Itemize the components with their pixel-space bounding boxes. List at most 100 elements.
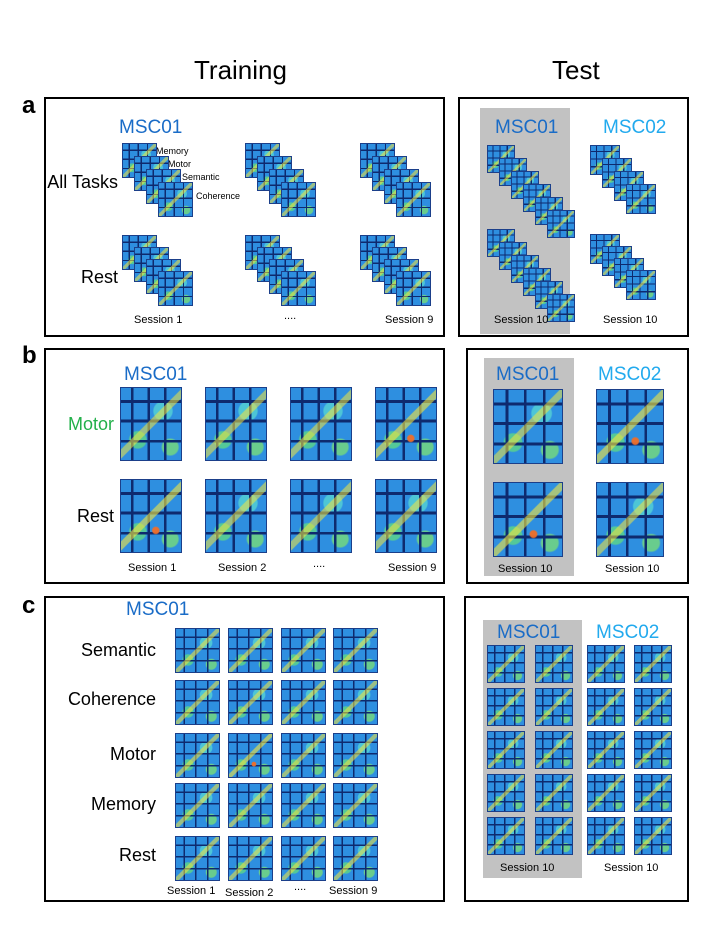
panel-b-test-msc02-motor-matrix (596, 389, 664, 464)
panel-c-test-matrix-r3-c4 (634, 731, 672, 769)
panel-c-matrix-r4-c1 (175, 783, 220, 828)
panel-c-matrix-r5-c1 (175, 836, 220, 881)
panel-a-rest-matrix-stack-1-4 (158, 271, 193, 306)
panel-c-matrix-r3-c1 (175, 733, 220, 778)
panel-b-test-subject-msc02: MSC02 (598, 364, 662, 385)
panel-c-matrix-r1-c4 (333, 628, 378, 673)
panel-c-test-matrix-r1-c4 (634, 645, 672, 683)
training-header: Training (194, 55, 287, 85)
panel-a-condition-all-tasks: All Tasks (47, 172, 118, 192)
panel-a-rest-matrix-stack-3-4 (396, 271, 431, 306)
panel-c-matrix-r3-c2 (228, 733, 273, 778)
panel-c-test-matrix-r5-c3 (587, 817, 625, 855)
panel-c-matrix-r4-c3 (281, 783, 326, 828)
panel-b-rest-matrix-1 (120, 479, 182, 553)
panel-a-task-matrix-stack-2-4 (281, 182, 316, 217)
task-label-memory: Memory (156, 146, 189, 156)
panel-label-a: a (22, 92, 36, 119)
panel-c-matrix-r2-c1 (175, 680, 220, 725)
panel-a-rest-matrix-stack-2-4 (281, 271, 316, 306)
panel-b-motor-matrix-4 (375, 387, 437, 461)
panel-b-session-1: Session 1 (128, 562, 177, 574)
panel-c-matrix-r1-c2 (228, 628, 273, 673)
panel-label-b: b (22, 342, 37, 369)
panel-a-condition-rest: Rest (80, 267, 118, 287)
panel-a-task-matrix-stack-1-4 (158, 182, 193, 217)
panel-a-training (44, 97, 445, 337)
panel-c-session-2: Session 2 (225, 887, 274, 899)
panel-a-test-msc01-task-matrix-6 (547, 210, 575, 238)
panel-c-matrix-r4-c2 (228, 783, 273, 828)
panel-c-test-session-msc02: Session 10 (604, 862, 659, 874)
panel-c-test-matrix-r5-c2 (535, 817, 573, 855)
panel-b-motor-matrix-2 (205, 387, 267, 461)
panel-b-session-ellipsis: .... (313, 558, 326, 570)
panel-b-session-9: Session 9 (388, 562, 437, 574)
panel-b-test-msc02-rest-matrix (596, 482, 664, 557)
panel-c-condition-coherence: Coherence (67, 689, 156, 709)
panel-b-motor-matrix-1 (120, 387, 182, 461)
panel-c-condition-motor: Motor (109, 744, 156, 764)
panel-c-matrix-r3-c4 (333, 733, 378, 778)
panel-c-matrix-r5-c4 (333, 836, 378, 881)
panel-a-test-subject-msc01: MSC01 (495, 117, 559, 138)
panel-a-session-1: Session 1 (134, 314, 183, 326)
panel-c-test-matrix-r1-c2 (535, 645, 573, 683)
panel-a-test-msc01-rest-matrix-6 (547, 294, 575, 322)
panel-c-test-matrix-r1-c3 (587, 645, 625, 683)
panel-c-matrix-r5-c2 (228, 836, 273, 881)
panel-b-rest-matrix-2 (205, 479, 267, 553)
panel-b-rest-matrix-4 (375, 479, 437, 553)
panel-c-test-matrix-r4-c1 (487, 774, 525, 812)
panel-c-test-subject-msc02: MSC02 (596, 622, 660, 643)
task-label-semantic: Semantic (182, 172, 220, 182)
panel-b-condition-rest: Rest (76, 506, 114, 526)
panel-c-training-subject: MSC01 (126, 599, 190, 620)
panel-c-matrix-r2-c4 (333, 680, 378, 725)
panel-b-test-subject-msc01: MSC01 (496, 364, 560, 385)
panel-a-session-ellipsis: .... (284, 310, 297, 322)
panel-b-test-msc01-rest-matrix (493, 482, 563, 557)
panel-c-test-matrix-r5-c4 (634, 817, 672, 855)
panel-c-matrix-r3-c3 (281, 733, 326, 778)
panel-c-condition-memory: Memory (90, 794, 156, 814)
panel-c-test-matrix-r4-c4 (634, 774, 672, 812)
panel-c-session-ellipsis: .... (294, 881, 307, 893)
panel-b-training-subject: MSC01 (124, 364, 188, 385)
task-label-motor: Motor (168, 159, 192, 169)
panel-b-rest-matrix-3 (290, 479, 352, 553)
panel-c-condition-semantic: Semantic (80, 640, 156, 660)
panel-c-matrix-r5-c3 (281, 836, 326, 881)
panel-a-session-9: Session 9 (385, 314, 434, 326)
panel-c-test-matrix-r3-c2 (535, 731, 573, 769)
panel-b-condition-motor: Motor (67, 414, 114, 434)
panel-a-training-subject: MSC01 (119, 117, 183, 138)
panel-c-test-matrix-r5-c1 (487, 817, 525, 855)
test-header: Test (552, 55, 600, 85)
panel-b-test-session-msc01: Session 10 (498, 563, 553, 575)
panel-c-test-matrix-r3-c3 (587, 731, 625, 769)
panel-c-test-subject-msc01: MSC01 (497, 622, 561, 643)
task-label-coherence: Coherence (196, 191, 241, 201)
panel-label-c: c (22, 592, 36, 619)
panel-c-test-matrix-r1-c1 (487, 645, 525, 683)
panel-c-test-matrix-r2-c1 (487, 688, 525, 726)
panel-c-test-matrix-r2-c4 (634, 688, 672, 726)
panel-c-session-9: Session 9 (329, 885, 378, 897)
panel-c-test-session-msc01: Session 10 (500, 862, 555, 874)
panel-b-test-session-msc02: Session 10 (605, 563, 660, 575)
panel-c-matrix-r2-c2 (228, 680, 273, 725)
panel-c-matrix-r1-c1 (175, 628, 220, 673)
panel-a-test-subject-msc02: MSC02 (603, 117, 667, 138)
panel-a-test-msc02-task-matrix-4 (626, 184, 656, 214)
panel-c-matrix-r4-c4 (333, 783, 378, 828)
panel-b-session-2: Session 2 (218, 562, 267, 574)
panel-c-session-1: Session 1 (167, 885, 216, 897)
panel-c-matrix-r2-c3 (281, 680, 326, 725)
panel-c-test-matrix-r4-c2 (535, 774, 573, 812)
panel-a-test-session-msc02: Session 10 (603, 314, 658, 326)
panel-a-test-session-msc01: Session 10 (494, 314, 549, 326)
panel-c-matrix-r1-c3 (281, 628, 326, 673)
panel-c-condition-rest: Rest (118, 845, 156, 865)
panel-c-test-matrix-r4-c3 (587, 774, 625, 812)
